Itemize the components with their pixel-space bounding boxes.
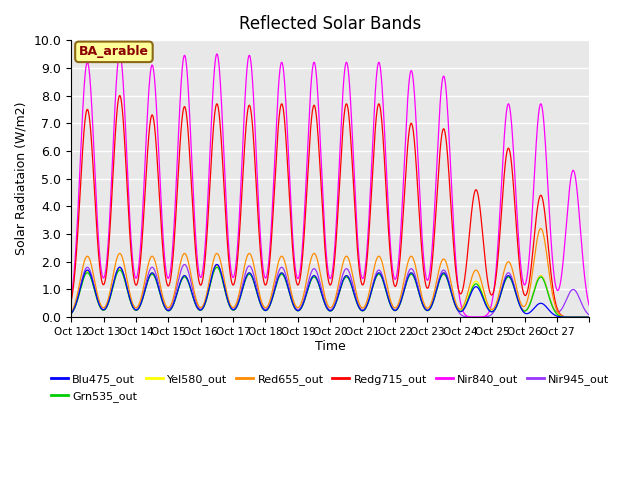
Nir840_out — [67, 295, 75, 301]
Grn535_out — [476, 284, 483, 290]
Redg715_out — [442, 137, 450, 143]
Nir945_out — [580, 305, 588, 311]
Yel580_out — [173, 289, 181, 295]
Red655_out — [173, 276, 181, 282]
Red655_out — [476, 271, 483, 277]
Nir945_out — [476, 314, 483, 320]
Yel580_out — [506, 274, 514, 280]
Redg715_out — [580, 314, 588, 320]
Grn535_out — [586, 314, 593, 320]
Nir840_out — [507, 110, 515, 116]
X-axis label: Time: Time — [315, 340, 346, 353]
Blu475_out — [476, 287, 483, 292]
Redg715_out — [586, 314, 593, 320]
Line: Blu475_out: Blu475_out — [71, 264, 589, 317]
Line: Red655_out: Red655_out — [71, 228, 589, 317]
Nir840_out — [472, 314, 480, 320]
Yel580_out — [476, 282, 483, 288]
Grn535_out — [67, 311, 75, 317]
Line: Yel580_out: Yel580_out — [71, 266, 589, 317]
Yel580_out — [67, 311, 75, 317]
Yel580_out — [580, 314, 588, 320]
Blu475_out — [580, 314, 588, 320]
Blu475_out — [397, 300, 404, 305]
Redg715_out — [506, 151, 514, 157]
Yel580_out — [442, 273, 450, 278]
Nir945_out — [442, 270, 450, 276]
Redg715_out — [397, 250, 404, 256]
Grn535_out — [173, 290, 181, 296]
Grn535_out — [580, 314, 588, 320]
Red655_out — [580, 314, 588, 320]
Red655_out — [397, 295, 404, 300]
Nir840_out — [580, 266, 588, 272]
Grn535_out — [397, 300, 404, 306]
Y-axis label: Solar Radiataion (W/m2): Solar Radiataion (W/m2) — [15, 102, 28, 255]
Title: Reflected Solar Bands: Reflected Solar Bands — [239, 15, 421, 33]
Line: Nir840_out: Nir840_out — [71, 54, 589, 317]
Grn535_out — [506, 276, 514, 281]
Red655_out — [537, 226, 545, 231]
Red655_out — [586, 314, 593, 320]
Nir840_out — [476, 314, 483, 320]
Line: Nir945_out: Nir945_out — [71, 264, 589, 317]
Line: Grn535_out: Grn535_out — [71, 267, 589, 317]
Yel580_out — [397, 300, 404, 305]
Legend: Blu475_out, Grn535_out, Yel580_out, Red655_out, Redg715_out, Nir840_out, Nir945_: Blu475_out, Grn535_out, Yel580_out, Red6… — [47, 370, 614, 406]
Red655_out — [442, 259, 450, 265]
Redg715_out — [476, 199, 483, 205]
Nir840_out — [442, 88, 450, 94]
Text: BA_arable: BA_arable — [79, 45, 149, 59]
Line: Redg715_out: Redg715_out — [71, 96, 589, 317]
Blu475_out — [442, 273, 450, 278]
Yel580_out — [586, 314, 593, 320]
Nir945_out — [67, 311, 75, 316]
Yel580_out — [213, 263, 221, 269]
Blu475_out — [173, 289, 181, 295]
Nir945_out — [173, 283, 181, 288]
Blu475_out — [213, 262, 221, 267]
Nir945_out — [507, 272, 515, 277]
Redg715_out — [116, 93, 124, 98]
Red655_out — [67, 310, 75, 315]
Nir945_out — [472, 314, 480, 320]
Blu475_out — [506, 274, 514, 280]
Blu475_out — [67, 311, 75, 316]
Redg715_out — [173, 186, 181, 192]
Grn535_out — [442, 274, 450, 280]
Nir840_out — [173, 154, 181, 160]
Nir945_out — [397, 298, 404, 304]
Nir840_out — [586, 303, 593, 309]
Grn535_out — [213, 264, 221, 270]
Nir945_out — [586, 312, 593, 318]
Redg715_out — [67, 299, 75, 304]
Nir840_out — [116, 51, 124, 57]
Nir945_out — [180, 262, 188, 267]
Blu475_out — [586, 314, 593, 320]
Red655_out — [506, 261, 514, 266]
Nir840_out — [397, 233, 404, 239]
